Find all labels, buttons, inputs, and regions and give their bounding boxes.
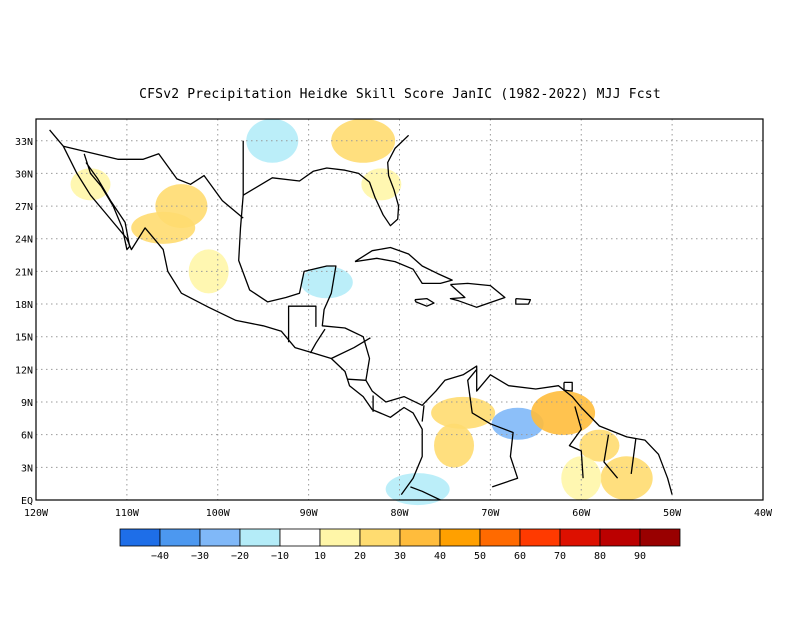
latitude-label: 18N (15, 300, 33, 311)
latitude-label: 27N (15, 202, 33, 213)
map-frame (35, 118, 764, 501)
skill-region (331, 118, 396, 163)
skill-region (300, 266, 353, 299)
colorbar-swatch (399, 528, 441, 547)
longitude-label: 100W (206, 508, 231, 519)
coastline-path (603, 434, 619, 479)
skill-region (188, 249, 229, 294)
skill-region (70, 168, 111, 201)
skill-region (131, 211, 196, 244)
skill-region (579, 429, 620, 462)
latitude-label: 9N (21, 398, 33, 409)
colorbar-swatch (439, 528, 481, 547)
skill-region (431, 396, 496, 429)
latitude-label: 30N (15, 169, 33, 180)
latitude-label: 15N (15, 333, 33, 344)
colorbar-label: 10 (314, 551, 326, 562)
longitude-label: 120W (24, 508, 49, 519)
skill-region (361, 168, 402, 201)
latitude-label: 33N (15, 137, 33, 148)
colorbar-swatch (119, 528, 161, 547)
coastline-path (63, 145, 244, 219)
map-title: CFSv2 Precipitation Heidke Skill Score J… (139, 87, 661, 102)
colorbar-swatch (279, 528, 321, 547)
skill-region (491, 407, 544, 440)
longitude-label: 60W (572, 508, 591, 519)
colorbar-label: 20 (354, 551, 366, 562)
coastline-path (309, 328, 326, 354)
coastline-path (83, 153, 131, 251)
longitude-label: 70W (481, 508, 500, 519)
coastline-path (568, 406, 584, 479)
longitude-label: 50W (663, 508, 682, 519)
latitude-label: 12N (15, 365, 33, 376)
coastline-path (421, 405, 425, 422)
colorbar-swatch (559, 528, 601, 547)
colorbar-swatch (319, 528, 361, 547)
colorbar-swatch (199, 528, 241, 547)
coastlines (49, 129, 673, 501)
longitude-labels: 120W 110W 100W 90W 80W 70W 60W 50W 40W (24, 508, 773, 519)
colorbar-swatch (159, 528, 201, 547)
colorbar-label: 80 (594, 551, 606, 562)
longitude-label: 90W (300, 508, 319, 519)
colorbar-swatch (519, 528, 561, 547)
longitude-label: 40W (754, 508, 773, 519)
coastline-path (410, 486, 441, 501)
longitude-label: 80W (390, 508, 409, 519)
colorbar-swatch (239, 528, 281, 547)
colorbar-label: 60 (514, 551, 526, 562)
colorbar-swatch (639, 528, 681, 547)
coastline-path (49, 129, 423, 495)
colorbar-label: 50 (474, 551, 486, 562)
latitude-label: EQ (21, 496, 33, 507)
colorbar-label: 90 (634, 551, 646, 562)
coastline-path (467, 368, 519, 488)
coastline-path (242, 134, 410, 227)
longitude-label: 110W (115, 508, 140, 519)
colorbar-label: 30 (394, 551, 406, 562)
latitude-labels: 33N 30N 27N 24N 21N 18N 15N 12N 9N 6N 3N EQ (15, 137, 33, 507)
colorbar-swatch (359, 528, 401, 547)
colorbar-swatch (479, 528, 521, 547)
latitude-label: 21N (15, 267, 33, 278)
colorbar-label: −10 (271, 551, 289, 562)
skill-region (600, 456, 653, 501)
latitude-label: 6N (21, 431, 33, 442)
coastline-path (354, 246, 453, 285)
colorbar-swatch (599, 528, 641, 547)
colorbar-label: 70 (554, 551, 566, 562)
skill-region (561, 456, 602, 501)
colorbar-label: −30 (191, 551, 209, 562)
latitude-label: 24N (15, 235, 33, 246)
colorbar-label: −20 (231, 551, 249, 562)
coastline-path (331, 337, 371, 360)
coastline-path (287, 305, 317, 343)
skill-shading (70, 118, 653, 506)
coastline-path (449, 282, 506, 308)
skill-region (434, 423, 475, 468)
coastline-path (238, 140, 673, 495)
latitude-label: 3N (21, 463, 33, 474)
colorbar: −40 −30 −20 −10 10 20 30 40 50 60 70 80 90 (119, 528, 681, 562)
coastline-path (347, 378, 366, 381)
skill-region (531, 390, 596, 435)
colorbar-label: −40 (151, 551, 169, 562)
gridlines (36, 119, 763, 500)
coastline-path (563, 381, 573, 392)
coastline-path (630, 438, 637, 474)
colorbar-label: 40 (434, 551, 446, 562)
coastline-path (515, 297, 532, 305)
coastline-path (414, 297, 435, 307)
